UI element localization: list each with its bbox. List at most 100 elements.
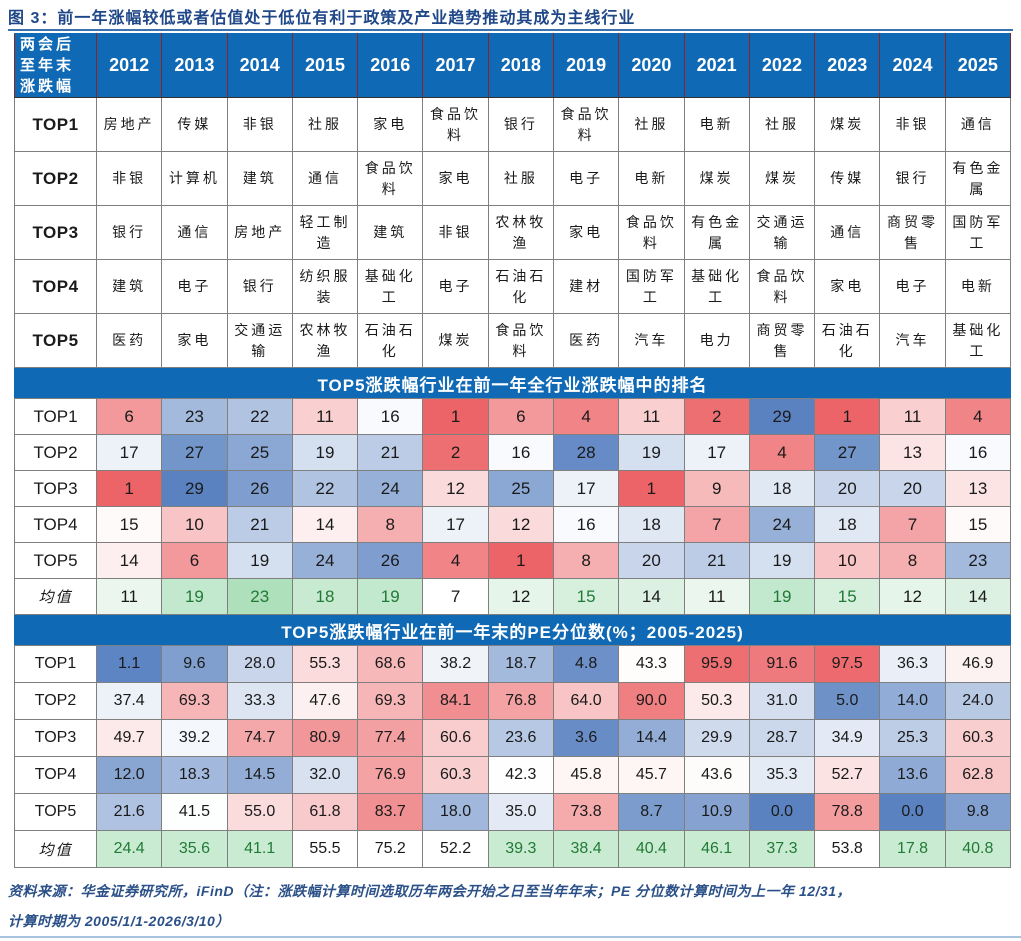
pe-percentile-prior-year-end-cell: 8.7: [618, 793, 685, 831]
industry-cell: 电子: [879, 259, 946, 314]
industry-cell: 食品饮料: [357, 151, 424, 206]
year-header: 2021: [683, 33, 750, 98]
industry-cell: 煤炭: [814, 97, 881, 152]
rank-in-prior-year-cell: 18: [291, 578, 359, 615]
header-row: 两会后 至年末 涨跌幅 2012 2013 2014 2015 2016 2017 2018 201…: [14, 33, 1012, 98]
pe-percentile-prior-year-end-cell: 32.0: [291, 756, 359, 794]
pe-percentile-prior-year-end-cell: 80.9: [291, 719, 359, 757]
year-header: 2023: [814, 33, 881, 98]
industry-cell: 煤炭: [683, 151, 750, 206]
industry-cell: 银行: [879, 151, 946, 206]
rank-in-prior-year-cell: 28: [552, 434, 620, 471]
rank-in-prior-year-cell: 23: [161, 398, 228, 435]
pe-percentile-prior-year-end-cell: 45.7: [618, 756, 685, 794]
pe-percentile-prior-year-end-cell: 68.6: [357, 645, 424, 683]
pe-percentile-prior-year-end-cell: 40.8: [944, 830, 1012, 868]
pe-percentile-prior-year-end-cell: 18.7: [487, 645, 554, 683]
rank-in-prior-year-cell: 6: [95, 398, 163, 435]
industry-cell: 农林牧渔: [291, 313, 359, 368]
pe-percentile-prior-year-end-cell: 50.3: [683, 682, 750, 720]
pe-percentile-prior-year-end-cell: 0.0: [748, 793, 816, 831]
industry-row: TOP5 医药 家电 交通运输 农林牧渔 石油石化 煤炭 食品饮料 医药 汽车 电力 商贸零售 石油石化…: [14, 313, 1012, 368]
pe-percentile-prior-year-end-cell: 38.4: [552, 830, 620, 868]
industry-cell: 电子: [552, 151, 620, 206]
industry-cell: 家电: [552, 205, 620, 260]
rank-in-prior-year-cell: 26: [226, 470, 293, 507]
pe-percentile-prior-year-end-cell: 46.1: [683, 830, 750, 868]
industry-cell: 石油石化: [357, 313, 424, 368]
row-label: 均值: [14, 578, 97, 615]
row-label: TOP3: [14, 719, 97, 757]
rank-in-prior-year-cell: 7: [879, 506, 946, 543]
pe-percentile-prior-year-end-cell: 55.3: [291, 645, 359, 683]
industry-cell: 社服: [291, 97, 359, 152]
rank-in-prior-year-cell: 18: [814, 506, 881, 543]
rank-in-prior-year-cell: 8: [879, 542, 946, 579]
industry-cell: 食品饮料: [487, 313, 554, 368]
pe-percentile-prior-year-end-cell: 73.8: [552, 793, 620, 831]
industry-cell: 医药: [95, 313, 163, 368]
pe-percentile-prior-year-end-cell: 47.6: [291, 682, 359, 720]
rank-in-prior-year-cell: 11: [683, 578, 750, 615]
industry-cell: 社服: [487, 151, 554, 206]
industry-cell: 建材: [552, 259, 620, 314]
industry-cell: 食品饮料: [552, 97, 620, 152]
figure-title: 图 3：前一年涨幅较低或者估值处于低位有利于政策及产业趋势推动其成为主线行业: [8, 10, 636, 27]
pe-percentile-prior-year-end-cell: 4.8: [552, 645, 620, 683]
pe-percentile-prior-year-end-row: TOP2 37.4 69.3 33.3 47.6 69.3 84.1 76.8 64.0 90.0…: [14, 682, 1012, 720]
industry-cell: 电新: [618, 151, 685, 206]
industry-cell: 石油石化: [487, 259, 554, 314]
pe-percentile-prior-year-end-cell: 24.0: [944, 682, 1012, 720]
corner-header-cell: 两会后 至年末 涨跌幅: [14, 33, 97, 98]
industry-cell: 有色金属: [944, 151, 1012, 206]
industry-cell: 基础化工: [944, 313, 1012, 368]
pe-percentile-prior-year-end-cell: 37.3: [748, 830, 816, 868]
year-header: 2024: [879, 33, 946, 98]
industry-cell: 银行: [95, 205, 163, 260]
industry-cell: 基础化工: [357, 259, 424, 314]
rank-in-prior-year-cell: 20: [618, 542, 685, 579]
pe-percentile-prior-year-end-cell: 17.8: [879, 830, 946, 868]
rank-in-prior-year-cell: 27: [161, 434, 228, 471]
rank-in-prior-year-cell: 29: [748, 398, 816, 435]
pe-percentile-prior-year-end-cell: 55.0: [226, 793, 293, 831]
rank-in-prior-year-cell: 4: [748, 434, 816, 471]
rank-in-prior-year-cell: 21: [357, 434, 424, 471]
industry-cell: 食品饮料: [748, 259, 816, 314]
industry-cell: 农林牧渔: [487, 205, 554, 260]
industry-cell: 纺织服装: [291, 259, 359, 314]
main-table: 两会后 至年末 涨跌幅 2012 2013 2014 2015 2016 2017 2018 201…: [14, 33, 1012, 868]
pe-percentile-prior-year-end-cell: 62.8: [944, 756, 1012, 794]
year-header: 2013: [161, 33, 228, 98]
pe-percentile-prior-year-end-cell: 60.6: [422, 719, 489, 757]
row-label: TOP2: [14, 434, 97, 471]
year-header: 2017: [422, 33, 489, 98]
pe-percentile-prior-year-end-cell: 60.3: [422, 756, 489, 794]
pe-percentile-prior-year-end-row: TOP1 1.1 9.6 28.0 55.3 68.6 38.2 18.7 4.8 43.3 95.…: [14, 645, 1012, 683]
year-header: 2025: [944, 33, 1012, 98]
corner-header-line: 两会后: [20, 36, 75, 53]
table-wrapper: 两会后 至年末 涨跌幅 2012 2013 2014 2015 2016 2017 2018 201…: [14, 33, 1012, 868]
pe-percentile-prior-year-end-cell: 39.2: [161, 719, 228, 757]
industry-cell: 家电: [161, 313, 228, 368]
rank-in-prior-year-cell: 14: [618, 578, 685, 615]
industry-row: TOP2 非银 计算机 建筑 通信 食品饮料 家电 社服 电子 电新 煤炭 煤炭 传媒 银行 有色金属: [14, 151, 1012, 206]
industry-cell: 通信: [814, 205, 881, 260]
industry-cell: 家电: [357, 97, 424, 152]
rank-in-prior-year-cell: 27: [814, 434, 881, 471]
pe-percentile-prior-year-end-cell: 41.1: [226, 830, 293, 868]
rank-in-prior-year-cell: 24: [357, 470, 424, 507]
industry-cell: 煤炭: [422, 313, 489, 368]
pe-percentile-prior-year-end-cell: 24.4: [95, 830, 163, 868]
rank-in-prior-year-cell: 15: [552, 578, 620, 615]
industry-cell: 交通运输: [226, 313, 293, 368]
industry-cell: 有色金属: [683, 205, 750, 260]
row-label: 均值: [14, 830, 97, 868]
rank-in-prior-year-cell: 4: [944, 398, 1012, 435]
rank-in-prior-year-cell: 21: [683, 542, 750, 579]
industry-row: TOP1 房地产 传媒 非银 社服 家电 食品饮料 银行 食品饮料 社服 电新 社服 煤炭 非银 通信: [14, 97, 1012, 152]
pe-percentile-prior-year-end-cell: 38.2: [422, 645, 489, 683]
pe-percentile-prior-year-end-cell: 18.0: [422, 793, 489, 831]
row-label: TOP1: [14, 398, 97, 435]
industry-cell: 家电: [814, 259, 881, 314]
